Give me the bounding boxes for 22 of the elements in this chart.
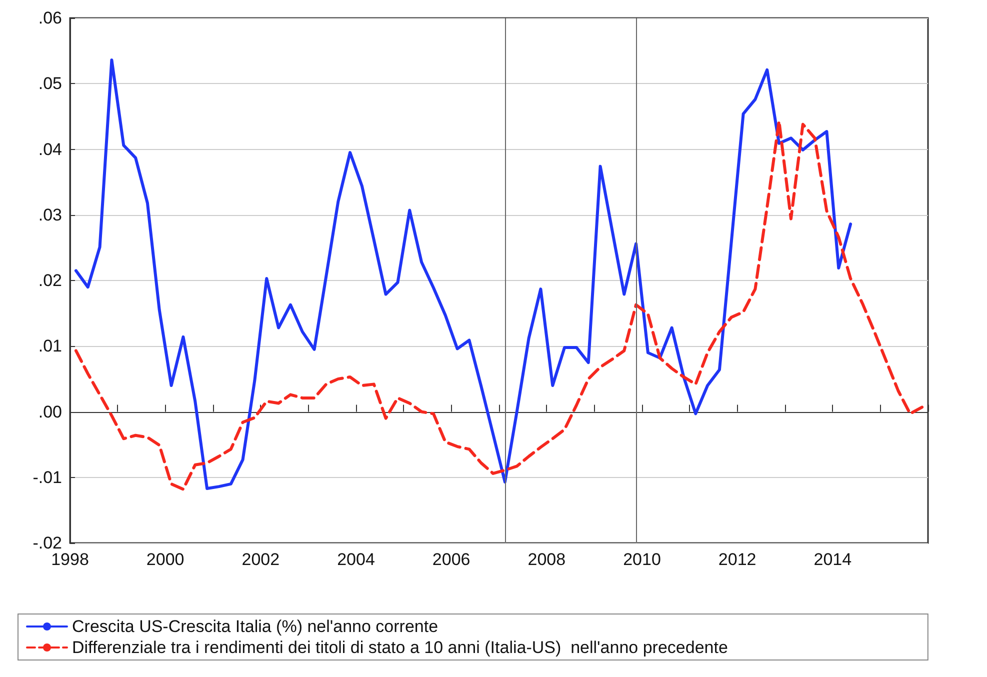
x-tick-label: 2008: [528, 550, 566, 569]
y-tick-label: .06: [38, 8, 62, 28]
x-tick-label: 2012: [718, 550, 756, 569]
line-series: [74, 120, 924, 491]
x-tick-label: 1998: [51, 550, 89, 569]
x-tick-label: 2002: [242, 550, 280, 569]
legend-label: Differenziale tra i rendimenti dei titoli di stato a 10 anni (Italia-US) nell'anno precedente: [72, 638, 728, 657]
y-tick-label: -.01: [32, 468, 62, 487]
x-tick-label: 2006: [432, 550, 470, 569]
x-tick-label: 2010: [623, 550, 661, 569]
y-tick-label: .05: [38, 74, 62, 94]
y-tick-label: .00: [38, 402, 62, 422]
y-tick-label: -.02: [32, 534, 62, 552]
y-tick-label: .03: [38, 205, 62, 224]
y-tick-label: .01: [38, 336, 62, 356]
x-tick-label: 2000: [146, 550, 184, 569]
y-tick-label: .02: [38, 271, 62, 290]
legend-label: Crescita US-Crescita Italia (%) nel'anno corrente: [72, 617, 438, 636]
x-tick-label: 2014: [814, 550, 852, 569]
x-tick-label: 2004: [337, 550, 375, 569]
line-series: [74, 58, 852, 490]
y-tick-label: .04: [38, 140, 62, 159]
